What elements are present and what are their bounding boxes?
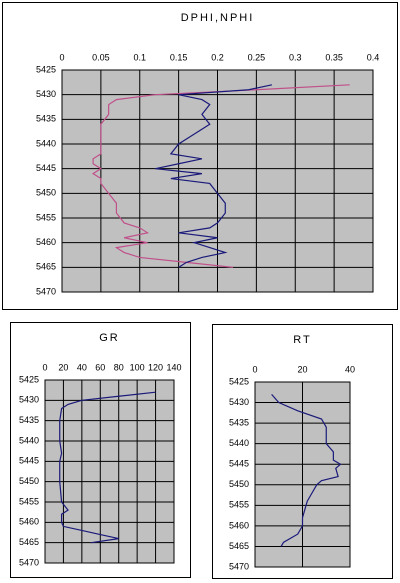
x-tick-label: 40 (77, 362, 87, 372)
y-tick-label: 5455 (229, 500, 249, 510)
x-tick-label: 0.4 (367, 52, 380, 62)
y-tick-label: 5460 (19, 517, 39, 527)
x-tick-label: 40 (345, 364, 355, 374)
y-tick-label: 5425 (19, 374, 39, 384)
y-tick-label: 5430 (229, 397, 249, 407)
x-tick-label: 0.15 (170, 52, 188, 62)
chart-title: RT (293, 334, 311, 346)
data-line (155, 84, 273, 268)
y-tick-label: 5470 (229, 561, 249, 571)
data-line (59, 391, 156, 544)
y-tick-label: 5425 (36, 64, 56, 74)
x-tick-label: 0.35 (325, 52, 343, 62)
y-tick-label: 5435 (229, 417, 249, 427)
y-tick-label: 5445 (36, 163, 56, 173)
x-tick-label: 0 (252, 364, 257, 374)
y-tick-label: 5430 (36, 89, 56, 99)
x-tick-label: 140 (166, 362, 181, 372)
y-tick-label: 5445 (229, 459, 249, 469)
x-tick-label: 20 (297, 364, 307, 374)
x-tick-label: 0 (42, 362, 47, 372)
y-tick-label: 5450 (229, 479, 249, 489)
data-line (91, 84, 350, 268)
y-tick-label: 5440 (229, 438, 249, 448)
y-tick-label: 5465 (229, 541, 249, 551)
y-tick-label: 5430 (19, 395, 39, 405)
y-tick-label: 5450 (36, 188, 56, 198)
y-tick-label: 5445 (19, 456, 39, 466)
data-line (271, 393, 342, 547)
y-tick-label: 5465 (36, 262, 56, 272)
x-tick-label: 0.1 (133, 52, 146, 62)
y-tick-label: 5440 (19, 435, 39, 445)
x-tick-label: 100 (130, 362, 145, 372)
x-tick-label: 0.25 (248, 52, 266, 62)
plot-area (44, 379, 175, 564)
y-tick-label: 5435 (36, 114, 56, 124)
y-tick-label: 5465 (19, 537, 39, 547)
y-tick-label: 5455 (36, 212, 56, 222)
chart-title: DPHI,NPHI (181, 12, 255, 24)
x-tick-label: 0.05 (92, 52, 110, 62)
chart-title: GR (99, 332, 120, 344)
x-tick-label: 0.3 (289, 52, 302, 62)
y-tick-label: 5435 (19, 415, 39, 425)
y-tick-label: 5460 (36, 237, 56, 247)
y-tick-label: 5450 (19, 476, 39, 486)
x-tick-label: 20 (58, 362, 68, 372)
y-tick-label: 5460 (229, 520, 249, 530)
x-tick-label: 0.2 (211, 52, 224, 62)
y-tick-label: 5440 (36, 138, 56, 148)
x-tick-label: 60 (95, 362, 105, 372)
x-tick-label: 80 (114, 362, 124, 372)
y-tick-label: 5455 (19, 496, 39, 506)
y-tick-label: 5470 (36, 286, 56, 296)
y-tick-label: 5470 (19, 557, 39, 567)
y-tick-label: 5425 (229, 376, 249, 386)
x-tick-label: 0 (59, 52, 64, 62)
x-tick-label: 120 (148, 362, 163, 372)
